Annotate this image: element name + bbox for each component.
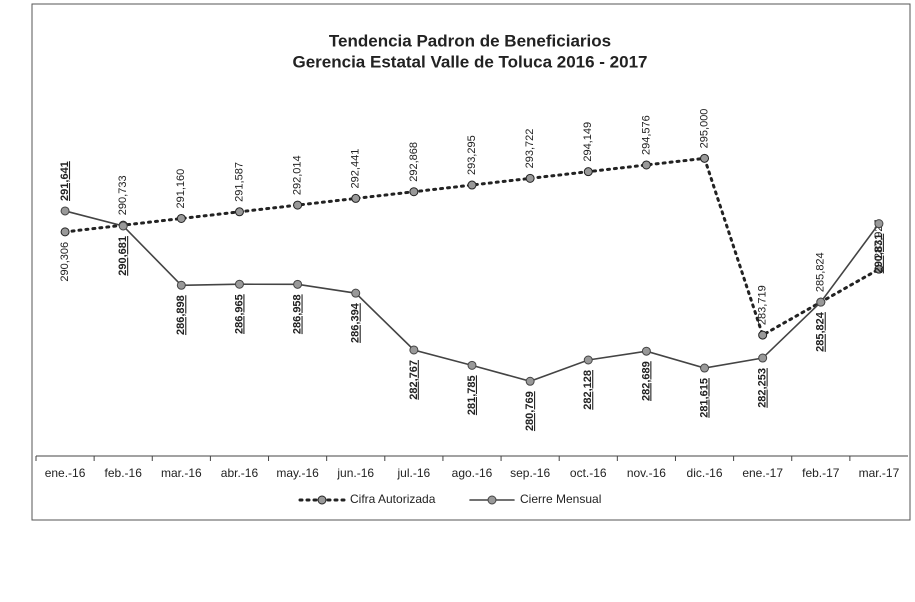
data-label: 290,831 (873, 234, 885, 274)
data-label: 294,576 (640, 115, 652, 155)
x-tick-label: mar.-16 (161, 466, 202, 480)
x-tick-label: abr.-16 (221, 466, 259, 480)
legend-marker (317, 495, 327, 505)
data-label: 281,785 (466, 375, 478, 415)
data-point (467, 180, 477, 190)
data-point (234, 279, 244, 289)
legend-marker (487, 495, 497, 505)
data-point (118, 221, 128, 231)
data-point (467, 360, 477, 370)
data-point (409, 187, 419, 197)
data-point (525, 376, 535, 386)
data-point (583, 167, 593, 177)
x-tick-label: feb.-16 (105, 466, 143, 480)
x-tick-label: ene.-17 (742, 466, 783, 480)
data-point (874, 264, 884, 274)
legend-label: Cierre Mensual (520, 492, 601, 506)
data-label: 290,306 (59, 242, 71, 282)
data-label: 287,927 (873, 219, 885, 259)
data-label: 293,722 (524, 129, 536, 169)
data-point (351, 288, 361, 298)
data-label: 286,965 (233, 294, 245, 334)
x-tick-label: dic.-16 (687, 466, 723, 480)
data-label: 285,824 (815, 252, 827, 292)
data-label: 293,295 (466, 135, 478, 175)
data-label: 292,868 (408, 142, 420, 182)
x-tick-label: jun.-16 (336, 466, 374, 480)
chart-frame (31, 3, 911, 521)
data-label: 292,014 (292, 155, 304, 195)
data-point (409, 345, 419, 355)
data-label: 286,394 (350, 302, 362, 343)
data-point (641, 160, 651, 170)
x-tick-label: ene.-16 (45, 466, 86, 480)
data-label: 280,769 (524, 391, 536, 431)
x-tick-label: oct.-16 (570, 466, 607, 480)
data-label: 282,767 (408, 360, 420, 400)
x-tick-label: ago.-16 (452, 466, 493, 480)
data-label: 285,824 (815, 311, 827, 352)
data-point (758, 353, 768, 363)
data-point (758, 330, 768, 340)
data-label: 295,000 (698, 109, 710, 149)
data-point (816, 297, 826, 307)
chart-title: Tendencia Padron de Beneficiarios (329, 31, 611, 50)
data-point (700, 153, 710, 163)
data-point (874, 219, 884, 229)
x-tick-label: nov.-16 (627, 466, 666, 480)
data-label: 290,733 (117, 175, 129, 215)
x-tick-label: feb.-17 (802, 466, 840, 480)
data-point (700, 363, 710, 373)
data-label: 282,689 (640, 361, 652, 401)
data-label: 286,898 (175, 295, 187, 335)
data-label: 283,719 (757, 285, 769, 325)
x-tick-label: jul.-16 (397, 466, 431, 480)
data-label: 291,641 (59, 161, 71, 201)
data-point (176, 280, 186, 290)
data-label: 291,587 (233, 162, 245, 202)
data-point (176, 213, 186, 223)
data-point (60, 227, 70, 237)
data-point (293, 200, 303, 210)
data-label: 286,958 (292, 294, 304, 334)
data-point (351, 193, 361, 203)
data-label: 282,128 (582, 370, 594, 410)
data-point (583, 355, 593, 365)
data-point (293, 279, 303, 289)
chart-subtitle: Gerencia Estatal Valle de Toluca 2016 - … (293, 52, 648, 71)
x-tick-label: sep.-16 (510, 466, 550, 480)
data-label: 281,615 (698, 378, 710, 418)
data-point (234, 207, 244, 217)
x-tick-label: may.-16 (276, 466, 319, 480)
data-label: 292,441 (350, 149, 362, 189)
x-tick-label: mar.-17 (859, 466, 900, 480)
data-point (525, 173, 535, 183)
data-label: 294,149 (582, 122, 594, 162)
legend-label: Cifra Autorizada (350, 492, 436, 506)
data-label: 282,253 (757, 368, 769, 408)
data-label: 291,160 (175, 169, 187, 209)
data-point (641, 346, 651, 356)
data-point (60, 206, 70, 216)
data-label: 290,681 (117, 236, 129, 276)
